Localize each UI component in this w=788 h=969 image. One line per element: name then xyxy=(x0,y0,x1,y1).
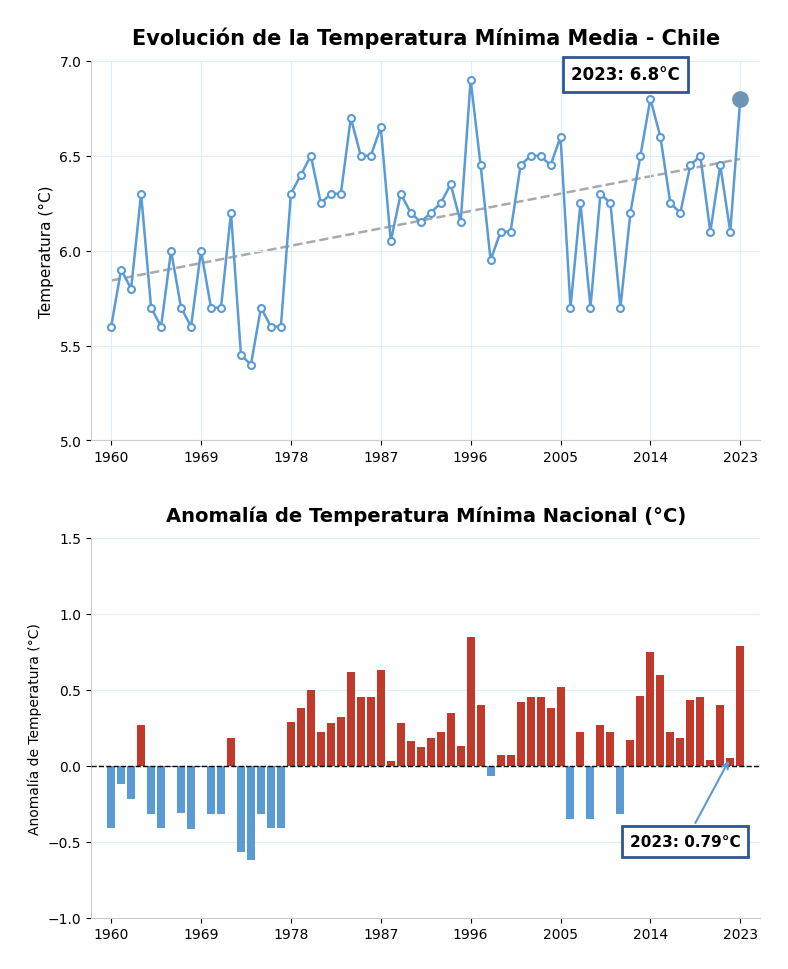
Bar xyxy=(447,713,455,766)
Y-axis label: Temperatura (°C): Temperatura (°C) xyxy=(39,185,54,318)
Bar xyxy=(697,698,704,766)
Bar xyxy=(297,708,305,766)
Bar xyxy=(607,733,615,766)
Bar xyxy=(637,696,645,766)
Bar xyxy=(507,755,515,766)
Bar xyxy=(626,740,634,766)
Bar xyxy=(597,725,604,766)
Bar xyxy=(327,724,335,766)
Bar xyxy=(366,698,375,766)
Title: Anomalía de Temperatura Mínima Nacional (°C): Anomalía de Temperatura Mínima Nacional … xyxy=(165,507,686,526)
Bar xyxy=(277,766,285,828)
Bar xyxy=(656,675,664,766)
Bar xyxy=(197,766,205,767)
Y-axis label: Anomalía de Temperatura (°C): Anomalía de Temperatura (°C) xyxy=(28,622,43,834)
Bar xyxy=(227,738,235,766)
Bar xyxy=(407,741,414,766)
Bar xyxy=(646,652,654,766)
Bar xyxy=(217,766,225,814)
Bar xyxy=(537,698,545,766)
Title: Evolución de la Temperatura Mínima Media - Chile: Evolución de la Temperatura Mínima Media… xyxy=(132,28,719,49)
Bar xyxy=(317,733,325,766)
Bar xyxy=(377,671,385,766)
Bar xyxy=(547,708,555,766)
Text: 2023: 0.79°C: 2023: 0.79°C xyxy=(630,763,741,849)
Bar xyxy=(267,766,275,828)
Bar xyxy=(336,717,345,766)
Bar xyxy=(127,766,135,799)
Bar xyxy=(667,733,675,766)
Bar xyxy=(706,760,714,766)
Bar xyxy=(117,766,125,784)
Bar xyxy=(237,766,245,853)
Bar xyxy=(147,766,155,814)
Bar xyxy=(357,698,365,766)
Bar xyxy=(517,703,525,766)
Bar xyxy=(207,766,215,814)
Bar xyxy=(736,646,744,766)
Bar xyxy=(167,766,175,767)
Bar xyxy=(727,759,734,766)
Bar xyxy=(187,766,195,829)
Bar xyxy=(417,748,425,766)
Bar xyxy=(177,766,185,813)
Bar xyxy=(287,722,295,766)
Bar xyxy=(676,738,684,766)
Bar xyxy=(577,733,585,766)
Bar xyxy=(487,766,495,776)
Bar xyxy=(426,738,435,766)
Bar xyxy=(477,705,485,766)
Bar xyxy=(716,705,724,766)
Bar xyxy=(526,698,534,766)
Bar xyxy=(137,725,145,766)
Text: 2023: 6.8°C: 2023: 6.8°C xyxy=(571,66,680,84)
Bar xyxy=(396,724,405,766)
Bar xyxy=(387,762,395,766)
Bar xyxy=(496,755,504,766)
Bar xyxy=(107,766,115,828)
Bar xyxy=(247,766,255,860)
Bar xyxy=(157,766,165,828)
Bar xyxy=(686,701,694,766)
Bar xyxy=(457,746,465,766)
Bar xyxy=(257,766,265,814)
Bar xyxy=(567,766,574,819)
Bar xyxy=(616,766,624,814)
Bar xyxy=(347,672,355,766)
Bar xyxy=(437,733,444,766)
Bar xyxy=(586,766,594,819)
Bar xyxy=(556,687,564,766)
Bar xyxy=(307,690,315,766)
Bar xyxy=(466,637,474,766)
